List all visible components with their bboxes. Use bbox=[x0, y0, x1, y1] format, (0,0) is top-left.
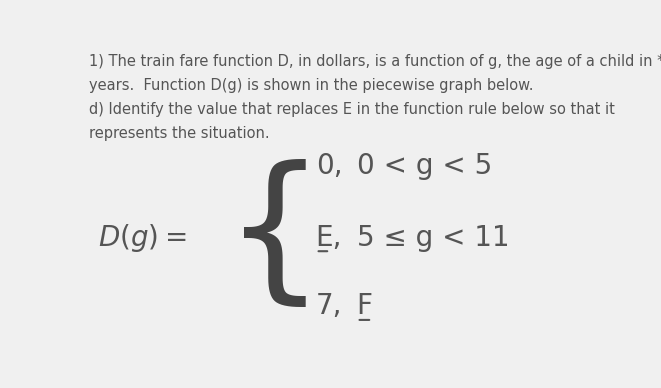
Text: {: { bbox=[224, 159, 325, 314]
Text: 7,: 7, bbox=[316, 293, 342, 320]
Text: represents the situation.: represents the situation. bbox=[89, 126, 270, 141]
Text: years.  Function D(g) is shown in the piecewise graph below.: years. Function D(g) is shown in the pie… bbox=[89, 78, 533, 93]
Text: $D(g) =$: $D(g) =$ bbox=[98, 222, 186, 254]
Text: E,: E, bbox=[316, 224, 342, 252]
Text: d) Identify the value that replaces E in the function rule below so that it: d) Identify the value that replaces E in… bbox=[89, 102, 615, 117]
Text: 1) The train fare function D, in dollars, is a function of g, the age of a child: 1) The train fare function D, in dollars… bbox=[89, 54, 661, 69]
Text: 0 < g < 5: 0 < g < 5 bbox=[357, 152, 492, 180]
Text: 0,: 0, bbox=[316, 152, 342, 180]
Text: 5 ≤ g < 11: 5 ≤ g < 11 bbox=[357, 224, 510, 252]
Text: F: F bbox=[357, 293, 373, 320]
